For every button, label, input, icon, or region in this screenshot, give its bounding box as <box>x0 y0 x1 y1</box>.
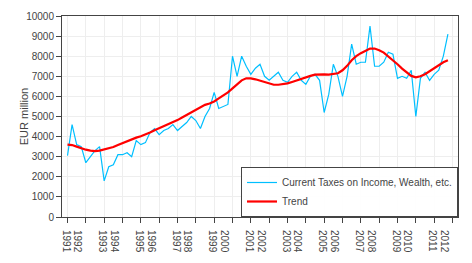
svg-text:0: 0 <box>48 212 54 223</box>
svg-text:1995: 1995 <box>134 230 145 253</box>
svg-text:2003: 2003 <box>281 230 292 253</box>
svg-text:1992: 1992 <box>72 230 83 253</box>
svg-text:5000: 5000 <box>32 111 55 122</box>
svg-text:1993: 1993 <box>97 230 108 253</box>
svg-text:2011: 2011 <box>427 230 438 252</box>
svg-text:10000: 10000 <box>26 11 54 22</box>
svg-text:1996: 1996 <box>146 230 157 253</box>
svg-text:1997: 1997 <box>171 230 182 253</box>
svg-text:2007: 2007 <box>354 230 365 253</box>
svg-text:1999: 1999 <box>207 230 218 253</box>
svg-text:2001: 2001 <box>244 230 255 253</box>
svg-text:1994: 1994 <box>109 230 120 253</box>
svg-text:Current Taxes on Income, Wealt: Current Taxes on Income, Wealth, etc. <box>282 177 452 188</box>
svg-text:1998: 1998 <box>182 230 193 253</box>
svg-text:2005: 2005 <box>317 230 328 253</box>
svg-text:6000: 6000 <box>32 91 55 102</box>
svg-text:8000: 8000 <box>32 51 55 62</box>
svg-text:2010: 2010 <box>402 230 413 253</box>
svg-text:9000: 9000 <box>32 31 55 42</box>
svg-text:7000: 7000 <box>32 71 55 82</box>
svg-text:2009: 2009 <box>391 230 402 253</box>
svg-text:1991: 1991 <box>61 230 72 253</box>
svg-text:2008: 2008 <box>366 230 377 253</box>
svg-text:2000: 2000 <box>219 230 230 253</box>
svg-text:1000: 1000 <box>32 191 55 202</box>
svg-text:Trend: Trend <box>282 196 308 207</box>
svg-text:3000: 3000 <box>32 151 55 162</box>
svg-text:EUR million: EUR million <box>18 88 30 145</box>
svg-text:4000: 4000 <box>32 131 55 142</box>
svg-text:2004: 2004 <box>292 230 303 253</box>
svg-text:2006: 2006 <box>329 230 340 253</box>
svg-text:2000: 2000 <box>32 171 55 182</box>
svg-text:2002: 2002 <box>256 230 267 253</box>
svg-text:2012: 2012 <box>439 230 450 253</box>
